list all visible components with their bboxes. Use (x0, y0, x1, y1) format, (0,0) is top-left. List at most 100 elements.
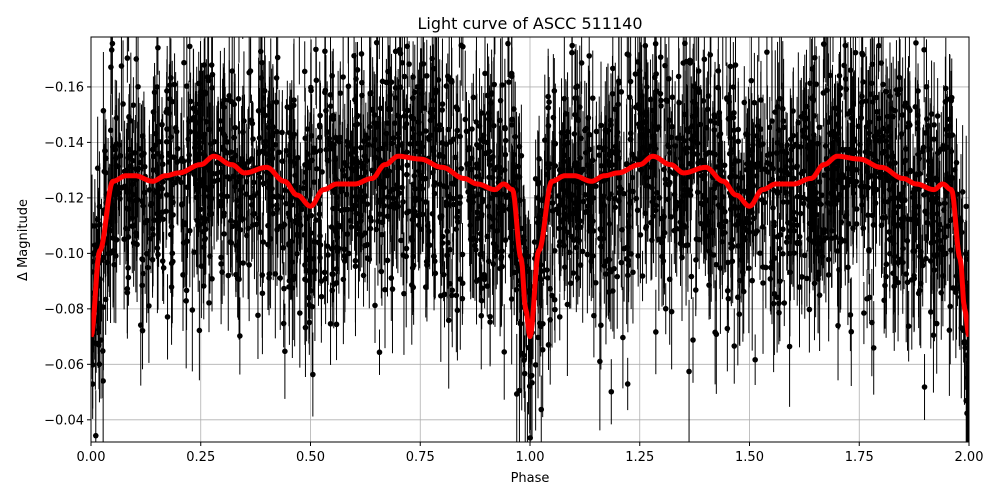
data-point (490, 240, 497, 247)
data-point (635, 59, 641, 65)
data-point (589, 95, 596, 101)
data-point (364, 135, 371, 141)
data-point (418, 77, 425, 84)
data-point (717, 265, 724, 271)
data-point (662, 305, 669, 312)
data-point (366, 124, 373, 130)
data-point (379, 78, 386, 85)
data-point (100, 304, 107, 310)
data-point (141, 189, 148, 196)
data-point (250, 136, 256, 142)
data-point (780, 124, 787, 131)
data-point (399, 59, 406, 66)
data-point (401, 290, 407, 297)
data-point (551, 247, 558, 254)
data-point (423, 73, 430, 79)
data-point (934, 177, 940, 184)
data-point (879, 214, 886, 221)
data-point (180, 240, 187, 246)
data-point (537, 274, 543, 281)
data-point (620, 334, 626, 341)
data-point (917, 280, 924, 287)
data-point (589, 157, 596, 164)
data-point (806, 306, 813, 313)
data-point (457, 133, 463, 140)
data-point (705, 93, 712, 99)
data-point (691, 151, 698, 157)
data-point (473, 278, 480, 284)
data-point (538, 406, 545, 413)
data-point (674, 135, 681, 141)
data-point (221, 97, 228, 103)
data-point (662, 176, 669, 183)
data-point (848, 115, 855, 121)
data-point (943, 126, 950, 133)
data-point (869, 319, 875, 326)
data-point (597, 358, 603, 365)
data-point (776, 95, 783, 102)
data-point (569, 42, 576, 49)
data-point (469, 126, 475, 132)
data-point (713, 331, 720, 338)
data-point (591, 312, 597, 319)
data-point (889, 154, 896, 160)
data-point (323, 146, 330, 153)
data-point (354, 67, 361, 73)
data-point (543, 171, 550, 178)
data-point (319, 169, 325, 175)
data-point (388, 275, 395, 281)
data-point (237, 333, 243, 339)
data-point (116, 142, 123, 148)
data-point (151, 89, 158, 96)
data-point (416, 196, 423, 203)
data-point (218, 126, 224, 133)
data-point (416, 168, 422, 174)
data-point (147, 202, 154, 209)
data-point (205, 77, 212, 84)
data-point (322, 275, 329, 282)
data-point (96, 361, 103, 368)
data-point (322, 89, 328, 96)
data-point (793, 141, 799, 148)
data-point (306, 319, 313, 326)
data-point (690, 337, 696, 343)
data-point (139, 133, 146, 139)
data-point (470, 94, 477, 101)
data-point (706, 149, 712, 156)
data-point (859, 52, 866, 58)
data-point (478, 297, 485, 304)
data-point (430, 145, 437, 151)
data-point (388, 79, 395, 85)
data-point (562, 111, 569, 117)
data-point (794, 193, 801, 200)
data-point (711, 112, 718, 118)
data-point (180, 272, 186, 278)
data-point (294, 233, 301, 239)
data-point (419, 91, 425, 97)
data-point (851, 149, 858, 156)
data-point (858, 115, 865, 121)
data-point (446, 76, 452, 83)
data-point (108, 47, 115, 53)
data-point (347, 176, 354, 182)
data-point (729, 236, 736, 243)
data-point (852, 182, 858, 189)
data-point (387, 188, 393, 195)
data-point (168, 284, 175, 290)
data-point (618, 89, 625, 95)
data-point (905, 323, 912, 330)
data-point (937, 237, 944, 244)
data-point (804, 275, 810, 282)
data-point (847, 312, 854, 318)
data-point (171, 179, 178, 186)
data-point (859, 202, 865, 208)
data-point (615, 101, 621, 108)
data-point (433, 87, 439, 93)
data-point (693, 257, 699, 263)
data-point (295, 154, 301, 161)
data-point (634, 207, 641, 214)
data-point (497, 97, 504, 104)
data-point (249, 120, 256, 127)
data-point (717, 130, 724, 137)
data-point (410, 126, 416, 132)
